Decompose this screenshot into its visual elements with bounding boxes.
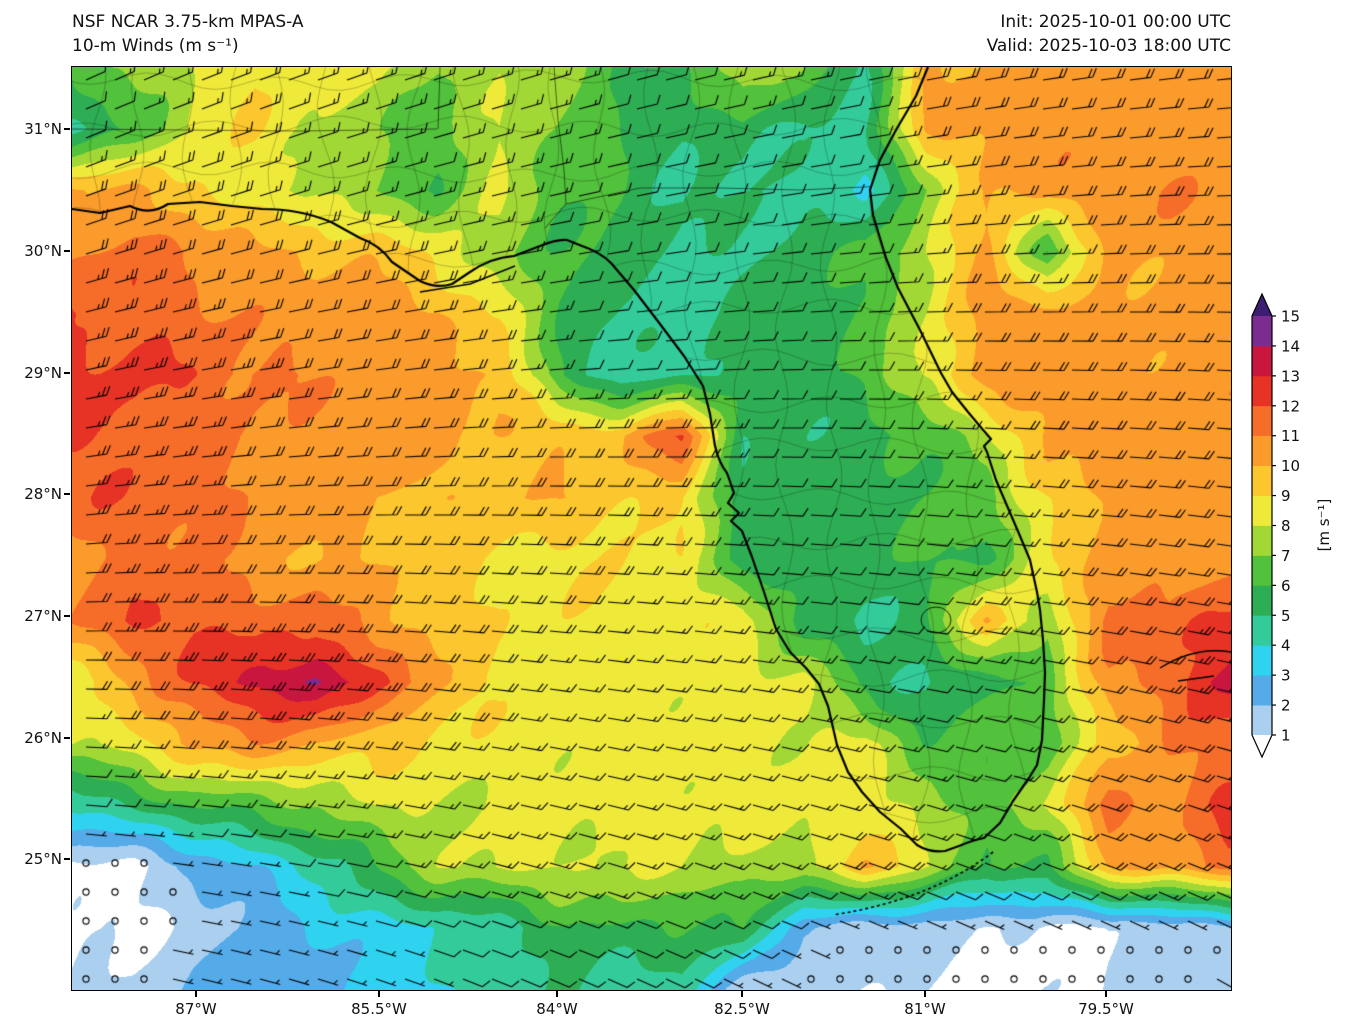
time-stamp-block: Init: 2025-10-01 00:00 UTC Valid: 2025-1… (987, 10, 1231, 58)
lon-tick-label: 79.5°W (1078, 1000, 1134, 1018)
colorbar-tick-label: 12 (1281, 397, 1300, 415)
lat-tick-mark (64, 493, 70, 495)
colorbar-band (1252, 705, 1272, 736)
lat-tick-mark (64, 128, 70, 130)
colorbar-band (1252, 465, 1272, 496)
colorbar-tick-label: 6 (1281, 577, 1291, 595)
lon-tick-label: 84°W (536, 1000, 578, 1018)
colorbar-band (1252, 495, 1272, 526)
colorbar-tick-label: 14 (1281, 337, 1300, 355)
lon-tick-mark (1105, 991, 1107, 997)
colorbar-band (1252, 316, 1272, 347)
valid-time: Valid: 2025-10-03 18:00 UTC (986, 36, 1231, 56)
colorbar-tick-label: 9 (1281, 487, 1291, 505)
colorbar-unit-label: [m s⁻¹] (1315, 498, 1333, 552)
colorbar-band (1252, 675, 1272, 706)
lat-tick-mark (64, 372, 70, 374)
lat-tick-mark (64, 250, 70, 252)
colorbar-tick-label: 5 (1281, 607, 1291, 625)
lon-tick-mark (195, 991, 197, 997)
figure-title-block: NSF NCAR 3.75-km MPAS-A 10-m Winds (m s⁻… (72, 10, 304, 58)
wind-field-canvas (71, 66, 1231, 990)
lat-tick-mark (64, 737, 70, 739)
lat-tick-label: 27°N (24, 607, 62, 625)
colorbar-under-arrow (1252, 735, 1272, 757)
colorbar-tick-label: 11 (1281, 427, 1300, 445)
lon-tick-mark (741, 991, 743, 997)
colorbar-band (1252, 435, 1272, 467)
colorbar-tick-label: 3 (1281, 667, 1291, 685)
init-time: Init: 2025-10-01 00:00 UTC (1000, 12, 1231, 32)
colorbar-band (1252, 615, 1272, 646)
lat-tick-label: 31°N (24, 120, 62, 138)
colorbar-tick-label: 15 (1281, 308, 1300, 326)
colorbar-band (1252, 645, 1272, 676)
lon-tick-label: 87°W (175, 1000, 217, 1018)
field-title: 10-m Winds (m s⁻¹) (72, 36, 239, 56)
colorbar-tick-label: 13 (1281, 367, 1300, 385)
colorbar-band (1252, 585, 1272, 616)
lon-tick-mark (924, 991, 926, 997)
colorbar-band (1252, 345, 1272, 377)
lat-tick-label: 29°N (24, 364, 62, 382)
colorbar-tick-label: 8 (1281, 517, 1291, 535)
lon-tick-label: 85.5°W (351, 1000, 407, 1018)
colorbar-band (1252, 375, 1272, 407)
lat-tick-label: 28°N (24, 485, 62, 503)
lat-tick-label: 25°N (24, 850, 62, 868)
colorbar-tick-label: 4 (1281, 637, 1291, 655)
colorbar-band (1252, 555, 1272, 586)
map-plot-area (70, 65, 1232, 991)
model-title: NSF NCAR 3.75-km MPAS-A (72, 12, 304, 32)
lat-tick-mark (64, 615, 70, 617)
lat-tick-mark (64, 858, 70, 860)
colorbar-tick-label: 7 (1281, 547, 1291, 565)
colorbar-tick-label: 1 (1281, 727, 1291, 745)
lat-tick-label: 26°N (24, 729, 62, 747)
lat-tick-label: 30°N (24, 242, 62, 260)
colorbar-band (1252, 525, 1272, 556)
colorbar-over-arrow (1252, 294, 1272, 316)
lon-tick-mark (378, 991, 380, 997)
colorbar-tick-label: 10 (1281, 457, 1300, 475)
colorbar-tick-label: 2 (1281, 697, 1291, 715)
lon-tick-mark (556, 991, 558, 997)
colorbar-band (1252, 405, 1272, 437)
lon-tick-label: 82.5°W (714, 1000, 770, 1018)
lon-tick-label: 81°W (904, 1000, 946, 1018)
